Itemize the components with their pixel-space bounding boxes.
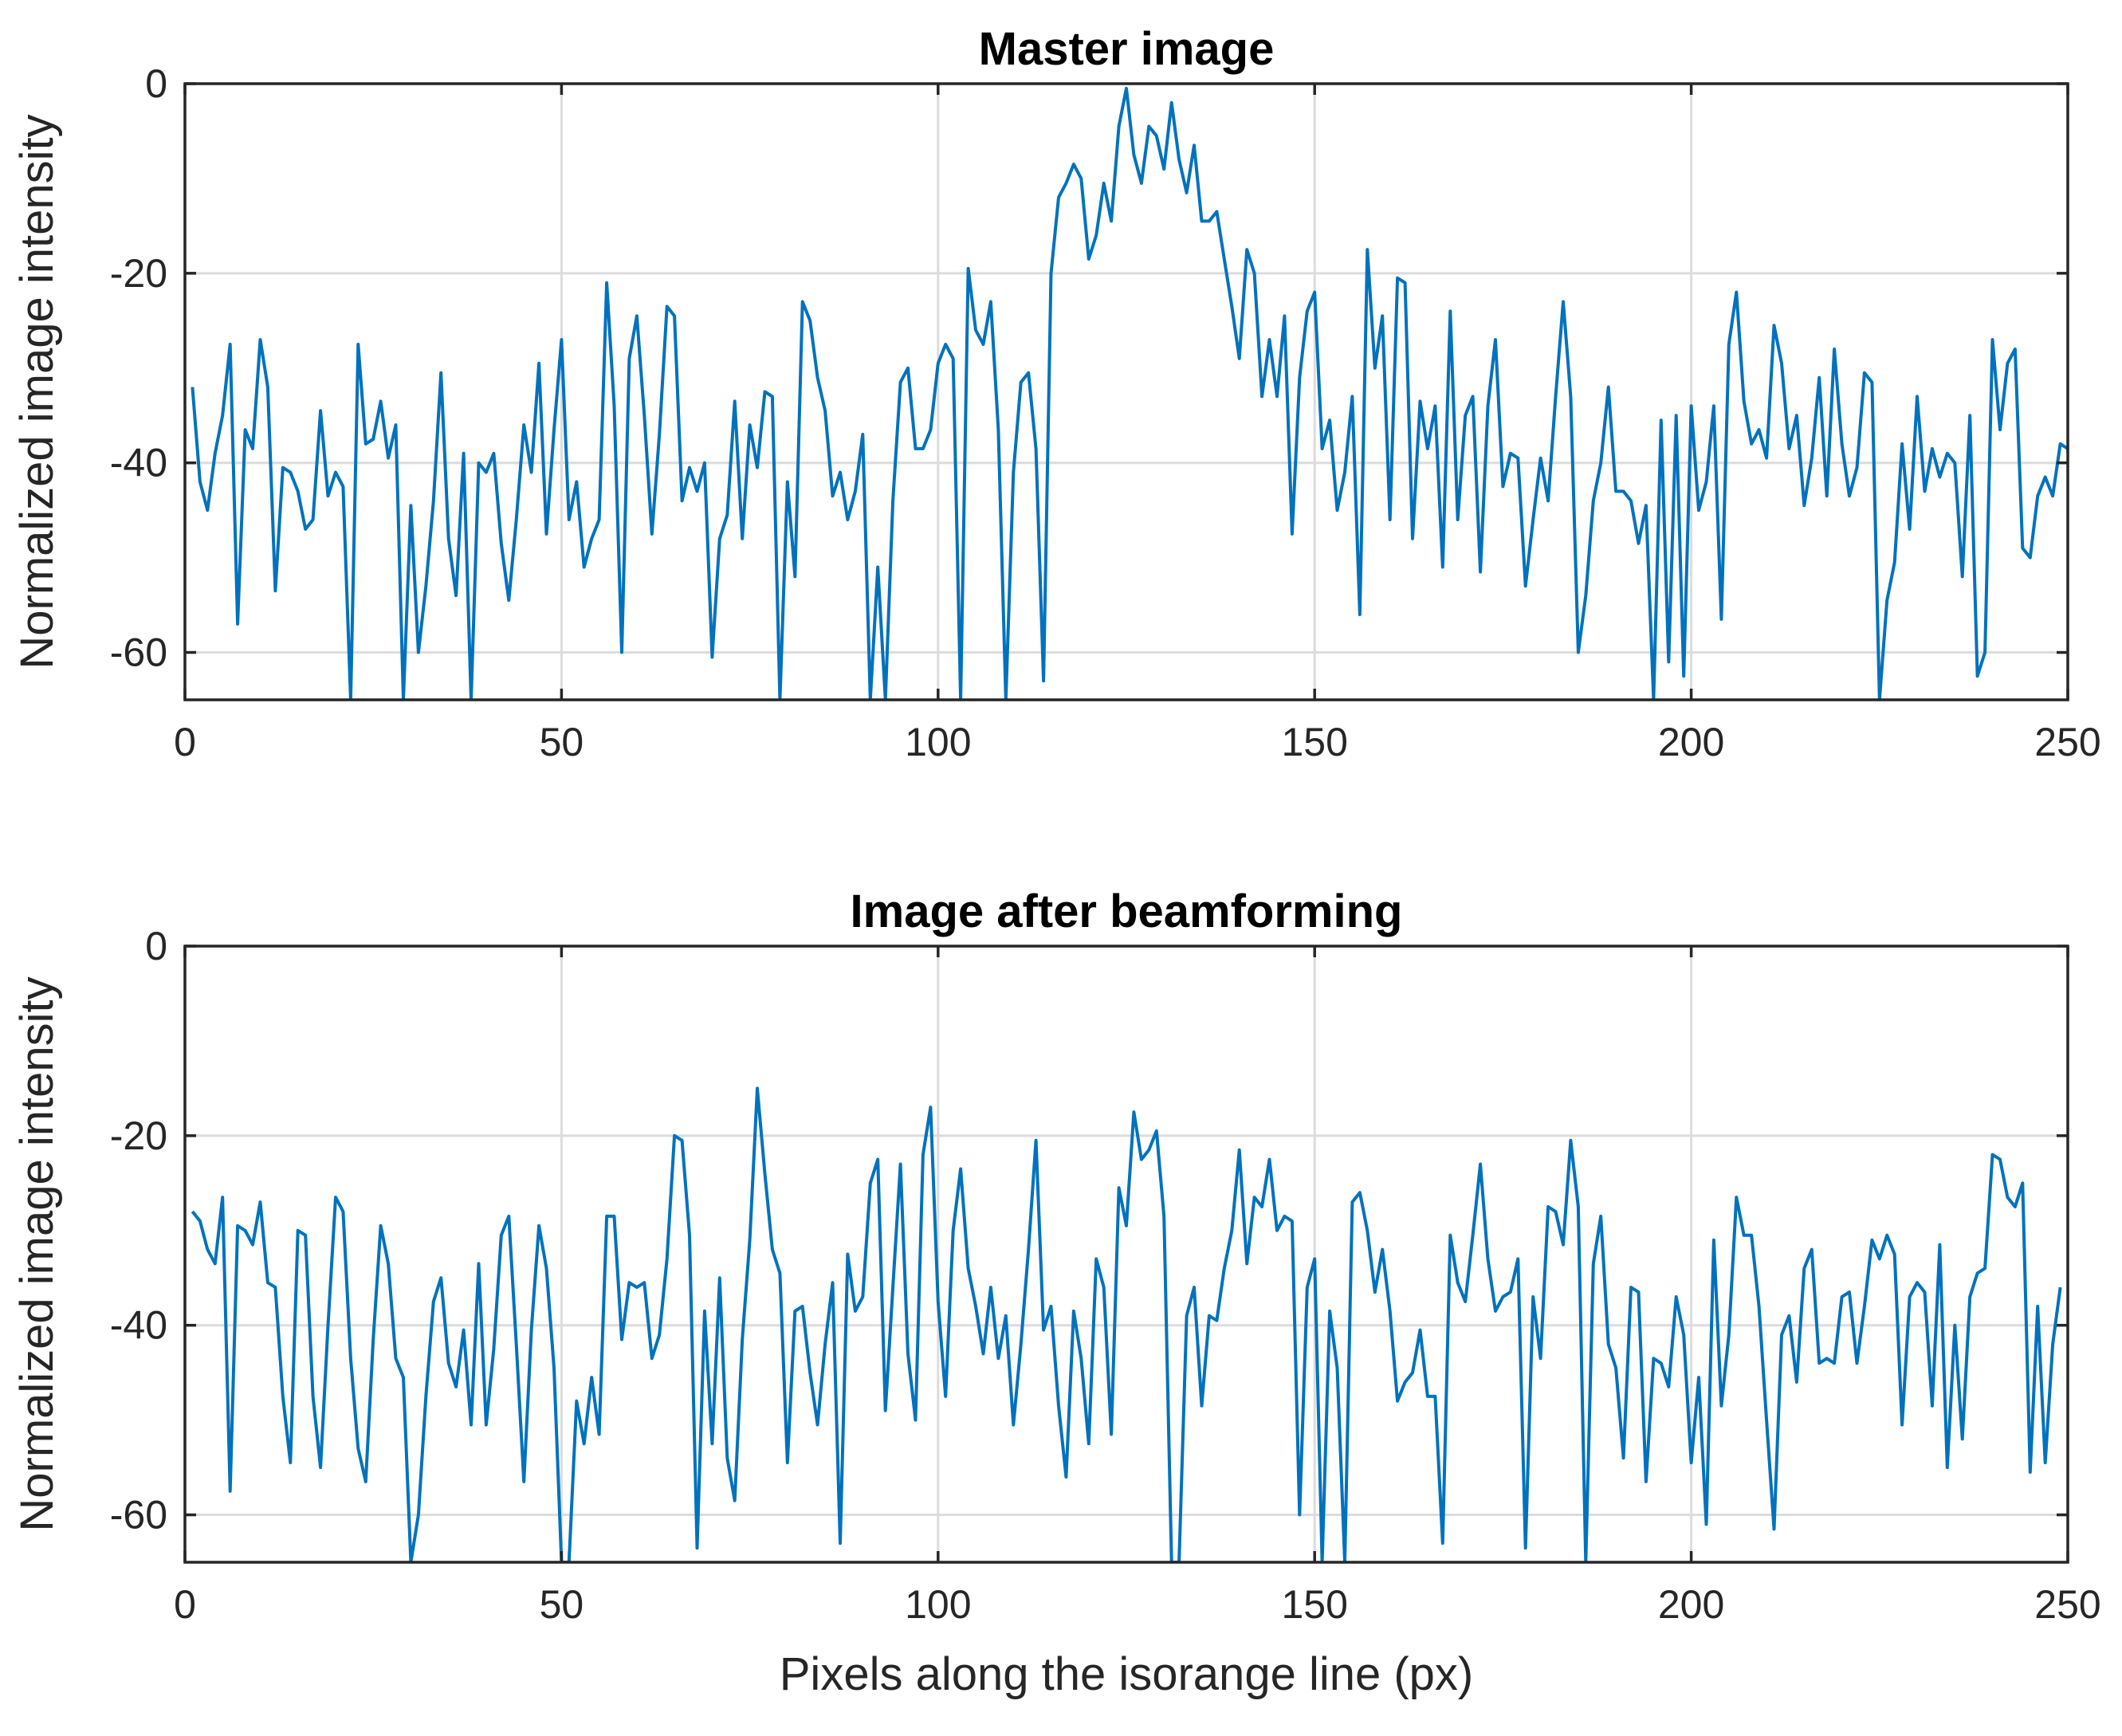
chart-master-image: 0 50 100 150 200 250 0 -20 -40 -60 Master image Nor…	[11, 23, 2101, 764]
axes-frame	[183, 945, 2069, 1564]
x-tick-label: 150	[1281, 1582, 1347, 1627]
x-tick-label: 50	[540, 720, 584, 764]
axes-frame	[183, 82, 2069, 701]
y-axis-label: Normalized image intensity	[11, 114, 63, 669]
y-tick-label: -40	[110, 441, 167, 485]
series-line	[191, 86, 2068, 700]
chart-title: Image after beamforming	[851, 886, 1403, 937]
x-tick-label: 50	[540, 1582, 584, 1627]
y-tick-label: -20	[110, 1113, 167, 1158]
x-axis-label: Pixels along the isorange line (px)	[780, 1648, 1473, 1700]
x-tick-label: 150	[1281, 720, 1347, 764]
y-tick-label: -60	[110, 1493, 167, 1538]
y-tick-label: -20	[110, 251, 167, 296]
chart-title: Master image	[979, 23, 1275, 75]
y-tick-label: 0	[145, 61, 167, 106]
series-line	[191, 1086, 2062, 1562]
x-tick-label: 250	[2034, 1582, 2100, 1627]
x-tick-label: 0	[174, 1582, 196, 1627]
x-tick-label: 250	[2034, 720, 2100, 764]
x-tick-label: 0	[174, 720, 196, 764]
y-axis-label: Normalized image intensity	[11, 976, 63, 1531]
x-tick-label: 100	[905, 1582, 971, 1627]
x-tick-label: 100	[905, 720, 971, 764]
chart-image-after-beamforming: 0 50 100 150 200 250 0 -20 -40 -60 Image after bea…	[11, 886, 2101, 1700]
y-tick-label: -60	[110, 630, 167, 675]
x-tick-label: 200	[1658, 720, 1724, 764]
y-tick-label: -40	[110, 1303, 167, 1348]
y-tick-label: 0	[145, 924, 167, 968]
x-tick-label: 200	[1658, 1582, 1724, 1627]
